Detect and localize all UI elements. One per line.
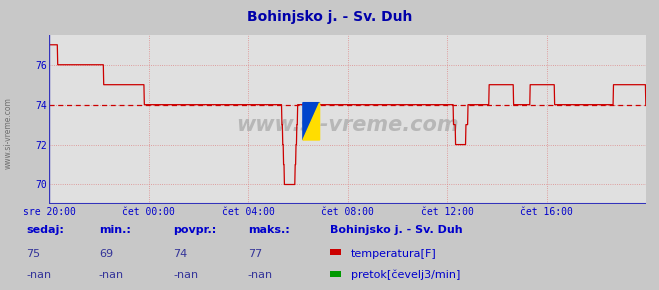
Text: -nan: -nan	[248, 270, 273, 280]
Text: maks.:: maks.:	[248, 225, 289, 235]
Text: -nan: -nan	[99, 270, 124, 280]
Polygon shape	[303, 103, 320, 140]
Text: 77: 77	[248, 249, 262, 259]
Text: povpr.:: povpr.:	[173, 225, 217, 235]
Text: -nan: -nan	[173, 270, 198, 280]
Text: 69: 69	[99, 249, 113, 259]
Text: Bohinjsko j. - Sv. Duh: Bohinjsko j. - Sv. Duh	[247, 10, 412, 24]
Text: sedaj:: sedaj:	[26, 225, 64, 235]
Text: min.:: min.:	[99, 225, 130, 235]
Text: www.si-vreme.com: www.si-vreme.com	[3, 97, 13, 169]
Text: -nan: -nan	[26, 270, 51, 280]
Text: temperatura[F]: temperatura[F]	[351, 249, 436, 259]
Text: www.si-vreme.com: www.si-vreme.com	[237, 115, 459, 135]
Polygon shape	[303, 103, 320, 140]
Text: 75: 75	[26, 249, 40, 259]
Text: Bohinjsko j. - Sv. Duh: Bohinjsko j. - Sv. Duh	[330, 225, 462, 235]
Text: 74: 74	[173, 249, 188, 259]
Text: pretok[čevelj3/min]: pretok[čevelj3/min]	[351, 270, 460, 280]
